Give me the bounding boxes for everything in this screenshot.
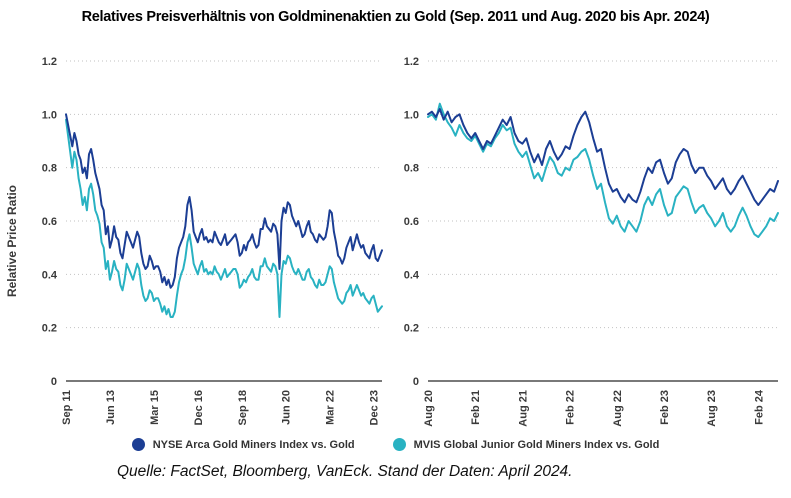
x-tick-label: Aug 22 — [612, 390, 624, 427]
y-tick-label: 0.6 — [42, 216, 57, 228]
y-tick-label: 0.2 — [42, 323, 57, 335]
y-tick-label: 0 — [51, 376, 57, 388]
x-tick-label: Sep 18 — [237, 390, 249, 425]
x-tick-label: Feb 21 — [470, 390, 482, 425]
legend-label-nyse: NYSE Arca Gold Miners Index vs. Gold — [152, 438, 355, 451]
y-tick-label: 0 — [413, 376, 419, 388]
y-tick-label: 1.0 — [404, 109, 419, 121]
y-tick-label: 0.8 — [404, 163, 419, 175]
nyse-line-series — [65, 113, 383, 289]
legend: NYSE Arca Gold Miners Index vs. Gold MVI… — [0, 438, 791, 451]
y-axis-label: Relative Price Ratio — [5, 185, 19, 297]
y-tick-label: 0.8 — [42, 163, 57, 175]
chart-title: Relatives Preisverhältnis von Goldminena… — [81, 9, 710, 25]
nyse-line-series — [427, 108, 779, 206]
x-tick-label: Dec 23 — [369, 390, 381, 425]
legend-label-mvis: MVIS Global Junior Gold Miners Index vs.… — [413, 438, 660, 451]
charts-canvas: 1.2 1.0 0.8 0.6 0.4 0.2 0 Sep 11 Jun 13 Mar 15 Dec… — [5, 56, 779, 427]
legend-item-mvis: MVIS Global Junior Gold Miners Index vs.… — [392, 438, 660, 451]
x-tick-label: Aug 23 — [706, 390, 718, 427]
x-tick-label: Aug 20 — [423, 390, 435, 427]
y-tick-label: 0.2 — [404, 323, 419, 335]
y-tick-label: 1.0 — [42, 109, 57, 121]
x-tick-label: Aug 21 — [517, 390, 529, 427]
nyse-series-marker-icon — [131, 438, 145, 451]
x-tick-label: Jun 20 — [281, 390, 293, 425]
x-tick-label: Dec 16 — [193, 390, 205, 425]
x-tick-label: Jun 13 — [105, 390, 117, 425]
x-tick-label: Feb 24 — [753, 389, 765, 425]
x-tick-label: Mar 15 — [149, 390, 161, 425]
source-note: Quelle: FactSet, Bloomberg, VanEck. Stan… — [117, 463, 573, 480]
y-tick-label: 0.4 — [404, 269, 420, 281]
x-tick-label: Sep 11 — [61, 390, 73, 425]
x-tick-label: Mar 22 — [325, 390, 337, 425]
x-tick-label: Feb 22 — [565, 390, 577, 425]
mvis-line-series — [65, 118, 383, 318]
x-tick-label: Feb 23 — [659, 390, 671, 425]
y-tick-label: 1.2 — [42, 56, 57, 68]
legend-item-nyse: NYSE Arca Gold Miners Index vs. Gold — [131, 438, 355, 451]
mvis-series-marker-icon — [392, 438, 406, 451]
mvis-line-series — [427, 102, 779, 238]
y-tick-label: 0.4 — [42, 269, 58, 281]
y-tick-label: 1.2 — [404, 56, 419, 68]
y-tick-label: 0.6 — [404, 216, 419, 228]
